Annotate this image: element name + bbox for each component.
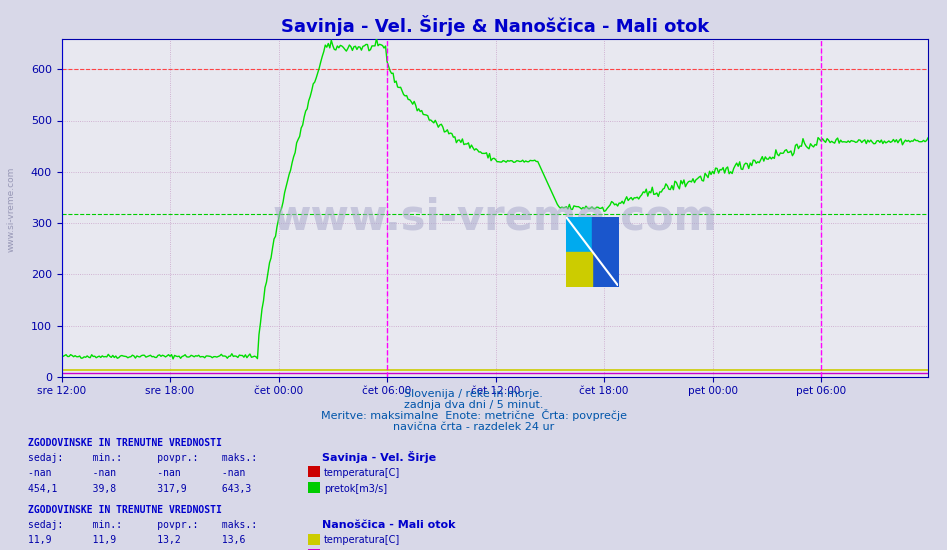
- Text: sedaj:     min.:      povpr.:    maks.:: sedaj: min.: povpr.: maks.:: [28, 453, 281, 463]
- Text: zadnja dva dni / 5 minut.: zadnja dva dni / 5 minut.: [403, 400, 544, 410]
- Text: Savinja - Vel. Širje: Savinja - Vel. Širje: [322, 451, 437, 463]
- Text: temperatura[C]: temperatura[C]: [324, 535, 401, 546]
- Text: 11,9       11,9       13,2       13,6: 11,9 11,9 13,2 13,6: [28, 535, 281, 546]
- Text: Meritve: maksimalne  Enote: metrične  Črta: povprečje: Meritve: maksimalne Enote: metrične Črta…: [320, 409, 627, 421]
- Text: ZGODOVINSKE IN TRENUTNE VREDNOSTI: ZGODOVINSKE IN TRENUTNE VREDNOSTI: [28, 437, 223, 448]
- Text: pretok[m3/s]: pretok[m3/s]: [324, 483, 387, 494]
- Text: 454,1      39,8       317,9      643,3: 454,1 39,8 317,9 643,3: [28, 483, 281, 494]
- Text: navična črta - razdelek 24 ur: navična črta - razdelek 24 ur: [393, 422, 554, 432]
- Text: Slovenija / reke in morje.: Slovenija / reke in morje.: [404, 389, 543, 399]
- Text: -nan       -nan       -nan       -nan: -nan -nan -nan -nan: [28, 468, 281, 478]
- Text: sedaj:     min.:      povpr.:    maks.:: sedaj: min.: povpr.: maks.:: [28, 520, 281, 530]
- Text: www.si-vreme.com: www.si-vreme.com: [7, 166, 16, 252]
- Title: Savinja - Vel. Širje & Nanoščica - Mali otok: Savinja - Vel. Širje & Nanoščica - Mali …: [280, 14, 709, 36]
- Text: ZGODOVINSKE IN TRENUTNE VREDNOSTI: ZGODOVINSKE IN TRENUTNE VREDNOSTI: [28, 504, 223, 515]
- Text: www.si-vreme.com: www.si-vreme.com: [273, 197, 717, 239]
- Text: temperatura[C]: temperatura[C]: [324, 468, 401, 478]
- Text: Nanoščica - Mali otok: Nanoščica - Mali otok: [322, 520, 456, 530]
